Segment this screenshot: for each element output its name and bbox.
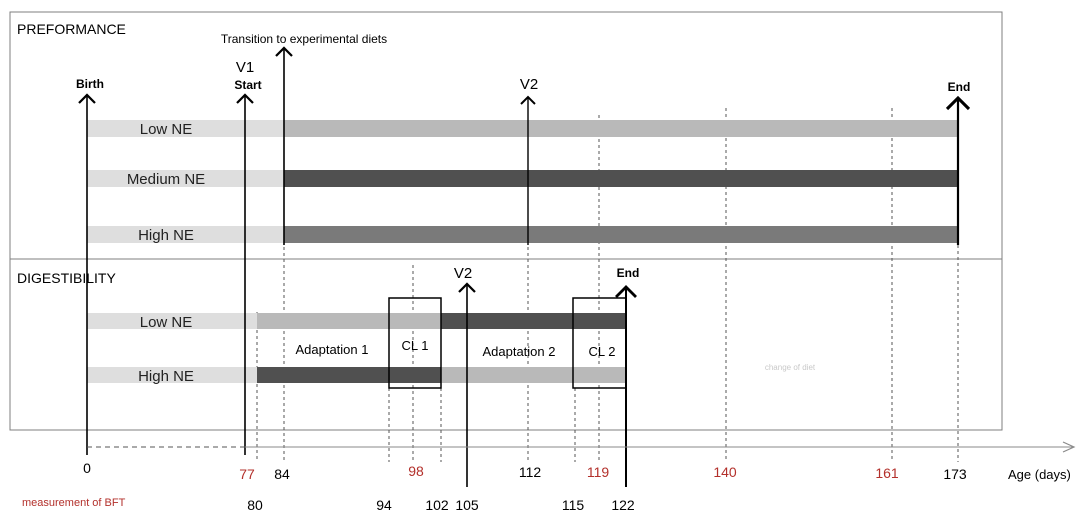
digestibility-bars: Low NE High NE Adaptation 1 CL 1 Adaptat…	[87, 298, 816, 388]
cl1-label: CL 1	[402, 338, 429, 353]
tick-98: 98	[408, 463, 424, 479]
end-performance-label: End	[948, 80, 971, 94]
tick-115: 115	[562, 497, 585, 513]
bar-low-ne	[284, 120, 958, 137]
tick-labels-upper: 0 77 84 98 112 119 140 161 173	[83, 460, 967, 482]
dig-high-ne-adapt2	[441, 367, 626, 383]
tick-161: 161	[875, 465, 899, 481]
bar-high-ne-label: High NE	[138, 227, 194, 244]
transition-label: Transition to experimental diets	[221, 32, 387, 46]
tick-94: 94	[376, 497, 392, 513]
tick-122: 122	[611, 497, 635, 513]
tick-112: 112	[519, 464, 542, 480]
adaptation-1-label: Adaptation 1	[295, 342, 368, 357]
dig-low-ne-adapt2	[441, 313, 626, 329]
bar-high-ne	[284, 226, 958, 243]
tick-0: 0	[83, 460, 91, 476]
dig-high-ne-adapt1	[257, 367, 441, 383]
bar-medium-ne-label: Medium NE	[127, 171, 205, 188]
start-label: Start	[234, 78, 261, 92]
v2-performance-label: V2	[520, 76, 538, 93]
axis-label: Age (days)	[1008, 467, 1071, 482]
tick-173: 173	[943, 466, 967, 482]
v1-label: V1	[236, 59, 254, 76]
tick-102: 102	[425, 497, 449, 513]
tick-105: 105	[455, 497, 479, 513]
bar-medium-ne	[284, 170, 958, 187]
tick-84: 84	[274, 466, 290, 482]
tick-77: 77	[239, 466, 255, 482]
event-arrows	[87, 48, 958, 487]
digestibility-title: DIGESTIBILITY	[17, 270, 116, 286]
dashed-guides	[257, 108, 958, 462]
tick-119: 119	[587, 464, 610, 480]
performance-title: PREFORMANCE	[17, 21, 126, 37]
end-digestibility-label: End	[617, 266, 640, 280]
cl2-label: CL 2	[589, 344, 616, 359]
adaptation-2-label: Adaptation 2	[482, 344, 555, 359]
v2-digestibility-label: V2	[454, 265, 472, 282]
tick-labels-lower: 80 94 102 105 115 122	[247, 497, 635, 513]
bar-low-ne-label: Low NE	[140, 121, 193, 138]
tick-140: 140	[713, 464, 737, 480]
tick-80: 80	[247, 497, 263, 513]
bft-label: measurement of BFT	[22, 497, 126, 509]
faint-note: change of diet	[765, 363, 816, 372]
performance-bars: Low NE Medium NE High NE	[87, 120, 958, 244]
dig-high-ne-label: High NE	[138, 368, 194, 385]
birth-label: Birth	[76, 77, 104, 91]
dig-low-ne-adapt1	[257, 313, 441, 329]
dig-low-ne-label: Low NE	[140, 314, 193, 331]
